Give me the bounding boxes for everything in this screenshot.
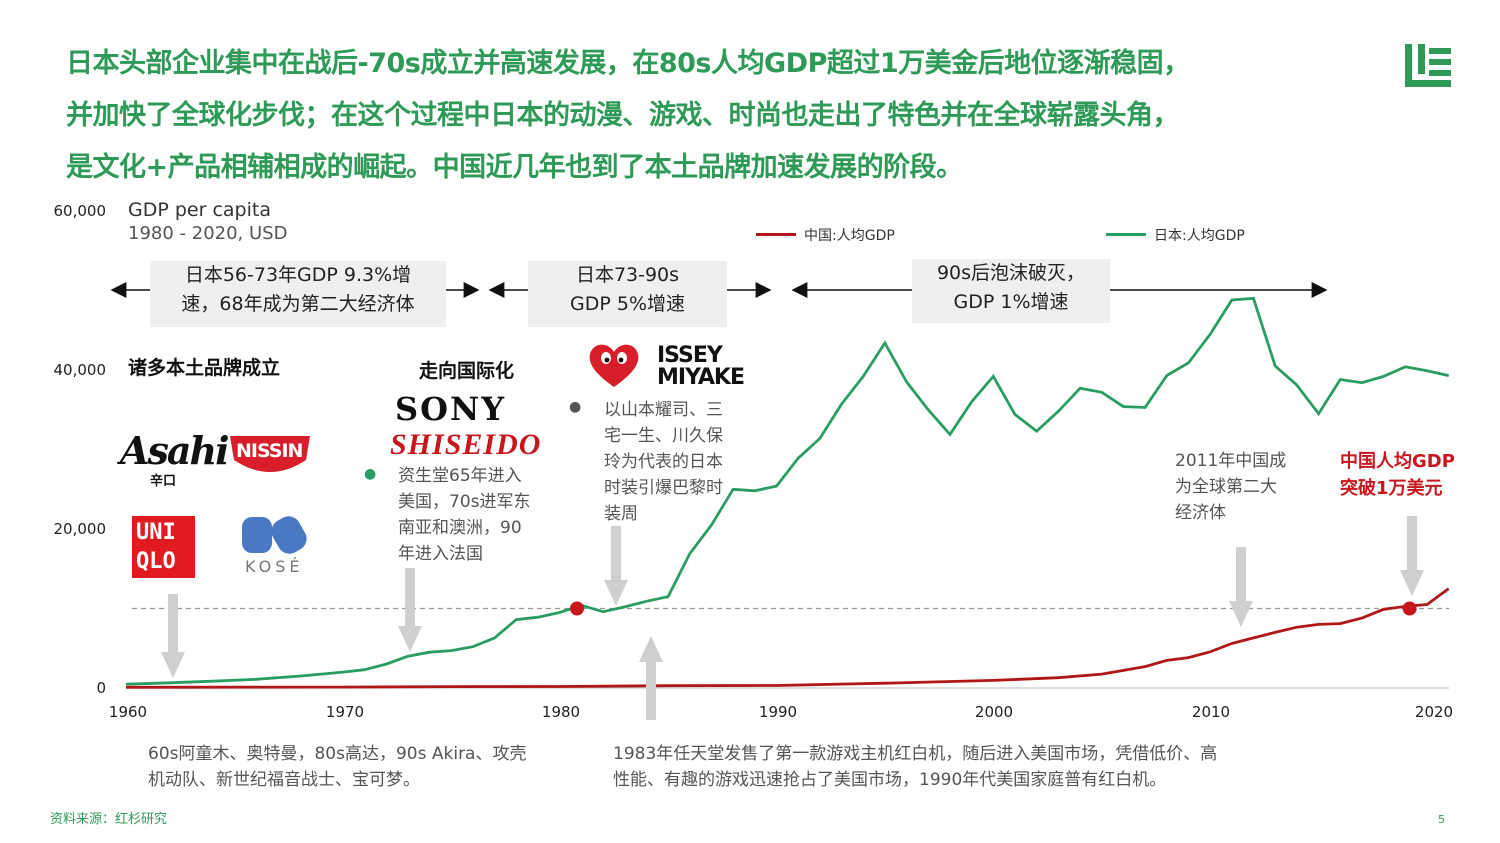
y-tick-label: 0 (96, 679, 106, 697)
china-2011-note-line: 2011年中国成 (1175, 451, 1287, 471)
x-tick-label: 1960 (108, 703, 148, 721)
shiseido-note-line: 资生堂65年进入 (398, 466, 522, 486)
legend-china-swatch (756, 233, 796, 236)
legend-japan-label: 日本:人均GDP (1154, 228, 1245, 244)
brands-heading: 诸多本土品牌成立 (128, 357, 281, 379)
anime-footnote-line: 机动队、新世纪福音战士、宝可梦。 (148, 770, 420, 790)
shiseido-note-line: 年进入法国 (398, 544, 483, 564)
fashion-note-line: 时装引爆巴黎时 (604, 478, 723, 498)
china-10k-note-line: 突破1万美元 (1340, 478, 1443, 499)
uniqlo-logo (132, 516, 195, 578)
bullet-icon: ● (364, 466, 377, 482)
headline-line-3: 是文化+产品相辅相成的崛起。中国近几年也到了本土品牌加速发展的阶段。 (66, 152, 963, 183)
kose-logo-mark (242, 516, 307, 554)
fashion-note-line: 以山本耀司、三 (604, 400, 723, 420)
issey-logo-line-1: ISSEY (657, 343, 723, 368)
issey-miyake-logo: ISSEY MIYAKE (657, 343, 745, 390)
china-2011-note-line: 为全球第二大 (1175, 477, 1277, 497)
nissin-logo-text: NISSIN (236, 440, 303, 462)
source-note: 资料来源：红杉研究 (50, 812, 168, 827)
chart-title: GDP per capita (128, 199, 271, 221)
headline-line-1: 日本头部企业集中在战后-70s成立并高速发展，在80s人均GDP超过1万美金后地… (66, 48, 1190, 79)
y-tick-label: 40,000 (53, 361, 107, 379)
sony-logo: SONY (395, 390, 507, 428)
nintendo-footnote-line: 1983年任天堂发售了第一款游戏主机红白机，随后进入美国市场，凭借低价、高 (613, 744, 1218, 764)
chart-subtitle: 1980 - 2020, USD (128, 223, 288, 244)
series-line-china (125, 587, 1450, 689)
x-tick-label: 2020 (1414, 703, 1454, 721)
kose-logo-text: KOSÉ (245, 557, 304, 576)
nintendo-footnote-line: 性能、有趣的游戏迅速抢占了美国市场，1990年代美国家庭普有红白机。 (613, 770, 1167, 790)
legend-china-label: 中国:人均GDP (804, 228, 895, 244)
china-10k-note: 中国人均GDP 突破1万美元 (1340, 448, 1455, 502)
x-tick-label: 2000 (974, 703, 1014, 721)
era-1-line-1: 日本56-73年GDP 9.3%增 (184, 264, 412, 286)
fashion-note: 以山本耀司、三 宅一生、川久保 玲为代表的日本 时装引爆巴黎时 装周 (604, 397, 723, 527)
fashion-note-line: 玲为代表的日本 (604, 452, 723, 472)
anime-footnote: 60s阿童木、奥特曼，80s高达，90s Akira、攻壳 机动队、新世纪福音战… (148, 741, 526, 793)
china-2011-note: 2011年中国成 为全球第二大 经济体 (1175, 448, 1286, 526)
issey-logo-line-2: MIYAKE (657, 365, 745, 390)
intl-heading: 走向国际化 (419, 360, 515, 382)
china-2011-note-line: 经济体 (1175, 503, 1226, 523)
asahi-logo: Asahi (120, 428, 230, 473)
anime-footnote-line: 60s阿童木、奥特曼，80s高达，90s Akira、攻壳 (148, 744, 527, 764)
shiseido-note-line: 美国，70s进军东 (398, 492, 531, 512)
page-number: 5 (1438, 813, 1445, 826)
headline-line-2: 并加快了全球化步伐；在这个过程中日本的动漫、游戏、时尚也走出了特色并在全球崭露头… (66, 100, 1180, 131)
x-tick-label: 1970 (325, 703, 365, 721)
sequoia-logo-icon (1405, 44, 1451, 87)
nissin-logo (230, 436, 310, 472)
era-box-3: 90s后泡沫破灭， GDP 1%增速 (912, 259, 1110, 323)
legend-japan-swatch (1106, 233, 1146, 236)
fashion-note-line: 宅一生、川久保 (604, 426, 723, 446)
asahi-logo-sub: 辛口 (150, 474, 177, 489)
heart-logo-icon (589, 344, 639, 387)
era-box-2: 日本73-90s GDP 5%增速 (528, 261, 727, 327)
y-tick-label: 20,000 (53, 520, 107, 538)
uniqlo-logo-top: UNI (136, 520, 176, 545)
era-2-line-1: 日本73-90s (575, 264, 680, 286)
fashion-note-line: 装周 (604, 504, 638, 524)
marker-japan-10k (570, 601, 585, 616)
uniqlo-logo-text: UNI QLO (136, 518, 176, 576)
era-box-1: 日本56-73年GDP 9.3%增 速，68年成为第二大经济体 (150, 261, 446, 327)
china-10k-note-line: 中国人均GDP (1340, 451, 1455, 472)
era-2-line-2: GDP 5%增速 (570, 293, 685, 315)
nintendo-footnote: 1983年任天堂发售了第一款游戏主机红白机，随后进入美国市场，凭借低价、高 性能… (613, 741, 1217, 793)
x-tick-label: 1980 (541, 703, 581, 721)
shiseido-note-line: 南亚和澳洲，90 (398, 518, 522, 538)
shiseido-note: 资生堂65年进入 美国，70s进军东 南亚和澳洲，90 年进入法国 (398, 463, 531, 567)
era-3-line-2: GDP 1%增速 (953, 291, 1069, 313)
shiseido-logo: SHISEIDO (390, 428, 542, 461)
page-headline: 日本头部企业集中在战后-70s成立并高速发展，在80s人均GDP超过1万美金后地… (66, 38, 1346, 194)
y-tick-label: 60,000 (53, 202, 107, 220)
era-3-line-1: 90s后泡沫破灭， (936, 262, 1086, 284)
uniqlo-logo-bottom: QLO (136, 549, 176, 574)
bullet-icon: ● (569, 399, 582, 415)
marker-china-10k (1402, 601, 1417, 616)
era-1-line-2: 速，68年成为第二大经济体 (181, 293, 415, 315)
x-tick-label: 2010 (1191, 703, 1231, 721)
x-tick-label: 1990 (758, 703, 798, 721)
